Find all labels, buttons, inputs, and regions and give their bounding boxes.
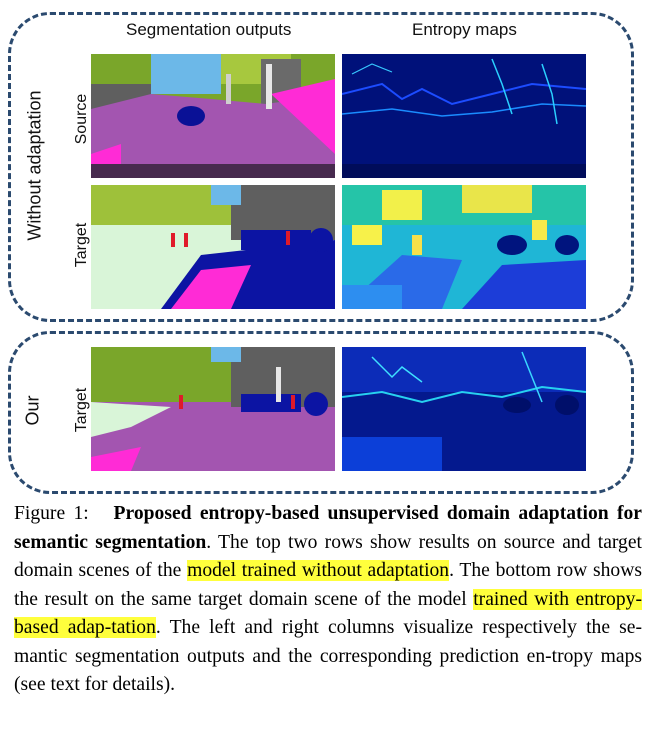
caption-label: Figure 1: bbox=[14, 503, 89, 524]
figure: Segmentation outputs Entropy maps Withou… bbox=[8, 12, 634, 494]
entropy-target-panel bbox=[342, 185, 586, 309]
col-header-segmentation: Segmentation outputs bbox=[126, 20, 292, 39]
our-box bbox=[8, 331, 634, 494]
caption-text-2: . The bottom row shows the result on the… bbox=[14, 560, 642, 610]
caption-title: Proposed entropy-based unsupervised doma… bbox=[14, 503, 642, 553]
seg-source-panel bbox=[91, 54, 335, 178]
seg-our-panel bbox=[91, 347, 335, 471]
caption-text-3: . The left and right columns visualize r… bbox=[14, 617, 642, 695]
without-adaptation-box bbox=[8, 12, 634, 322]
row-label-source: Source bbox=[73, 93, 90, 145]
caption-text-1: . The top two rows show results on sourc… bbox=[14, 531, 642, 582]
col-header-entropy: Entropy maps bbox=[412, 20, 517, 39]
entropy-source-panel bbox=[342, 54, 586, 178]
row-label-target-2: Target bbox=[73, 387, 90, 433]
figure-caption: Figure 1: Proposed entropy-based unsuper… bbox=[14, 500, 642, 700]
row-label-target-1: Target bbox=[73, 222, 90, 268]
seg-target-panel bbox=[91, 185, 335, 309]
caption-highlight-1: model trained without adaptation bbox=[187, 560, 450, 581]
group-label-without: Without adaptation bbox=[24, 90, 45, 241]
group-label-our: Our bbox=[22, 395, 43, 426]
entropy-our-panel bbox=[342, 347, 586, 471]
